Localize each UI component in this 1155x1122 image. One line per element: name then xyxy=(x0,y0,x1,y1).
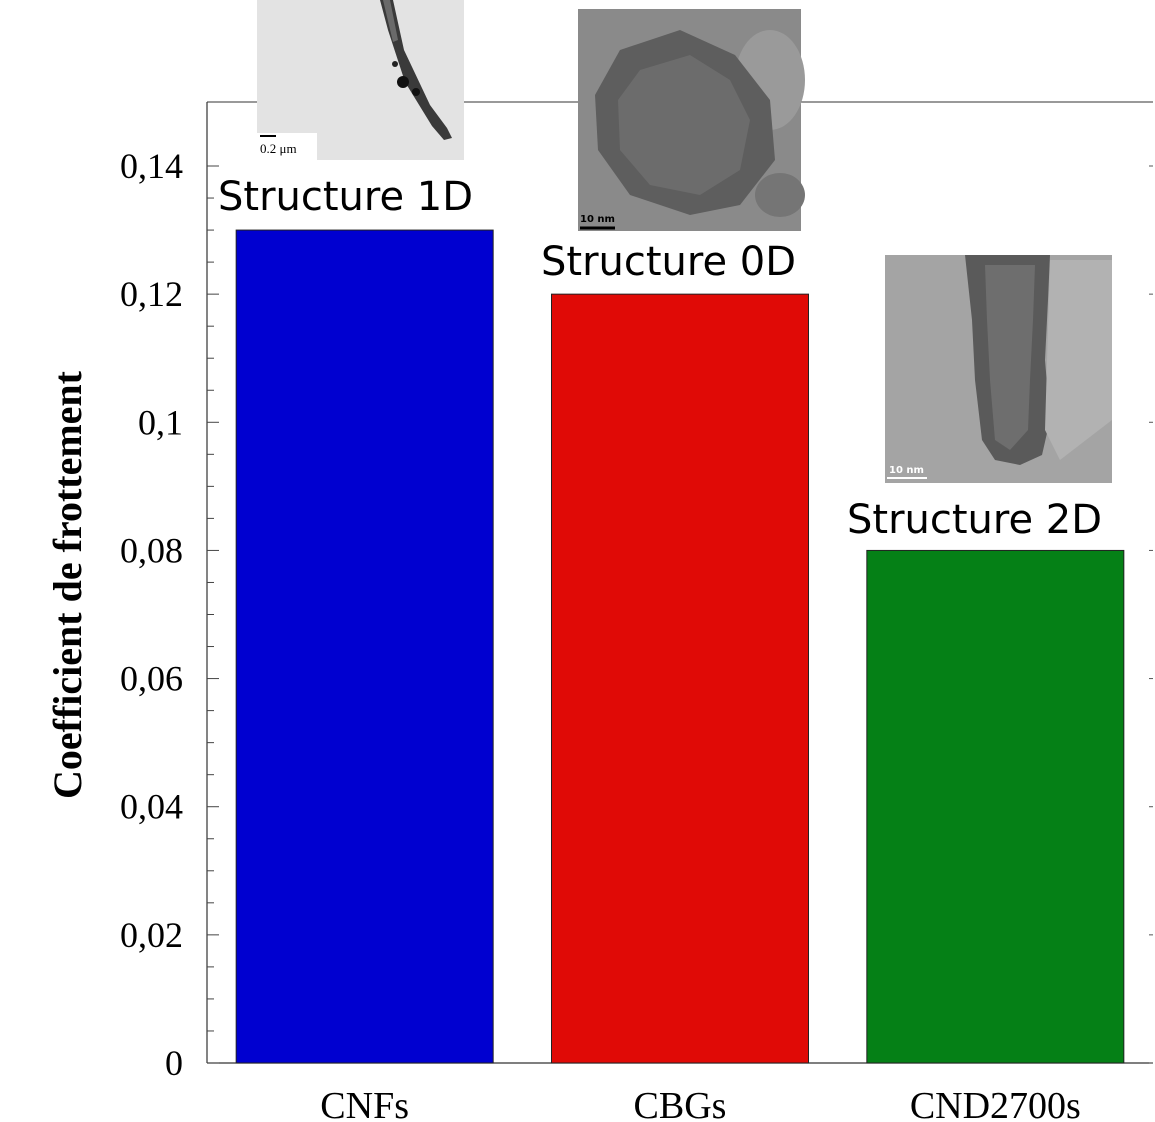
y-tick-label: 0,1 xyxy=(138,402,183,442)
y-tick-label: 0,02 xyxy=(120,915,183,955)
category-labels: CNFs CBGs CND2700s xyxy=(320,1085,1081,1122)
annotation-structure-2d: Structure 2D xyxy=(847,497,1102,543)
inset-image-2d: 10 nm xyxy=(885,255,1112,483)
bar-cnfs xyxy=(235,229,494,1064)
x-category-label: CBGs xyxy=(634,1085,727,1122)
bars xyxy=(235,229,1125,1064)
y-tick-label: 0,12 xyxy=(120,274,183,314)
bar-cnd2700s xyxy=(866,549,1125,1064)
y-tick-label: 0 xyxy=(165,1043,183,1083)
inset-2d-scale-label: 10 nm xyxy=(889,465,924,476)
annotation-structure-0d: Structure 0D xyxy=(541,239,796,285)
x-category-label: CNFs xyxy=(320,1085,409,1122)
inset-image-0d: 10 nm xyxy=(578,9,805,231)
y-tick-label: 0,06 xyxy=(120,659,183,699)
inset-image-1d: 0.2 μm xyxy=(257,0,464,160)
y-ticks: 0 0,02 0,04 0,06 0,08 0,1 0,12 0,14 xyxy=(120,146,1153,1083)
x-category-label: CND2700s xyxy=(910,1085,1081,1122)
y-tick-label: 0,08 xyxy=(120,530,183,570)
bar-cbgs xyxy=(551,293,809,1064)
y-tick-label: 0,14 xyxy=(120,146,183,186)
annotation-structure-1d: Structure 1D xyxy=(218,174,473,220)
inset-1d-scale-label: 0.2 μm xyxy=(260,141,297,156)
inset-0d-scale-label: 10 nm xyxy=(580,214,615,225)
y-tick-label: 0,04 xyxy=(120,787,183,827)
y-axis-label: Coefficient de frottement xyxy=(45,370,90,799)
